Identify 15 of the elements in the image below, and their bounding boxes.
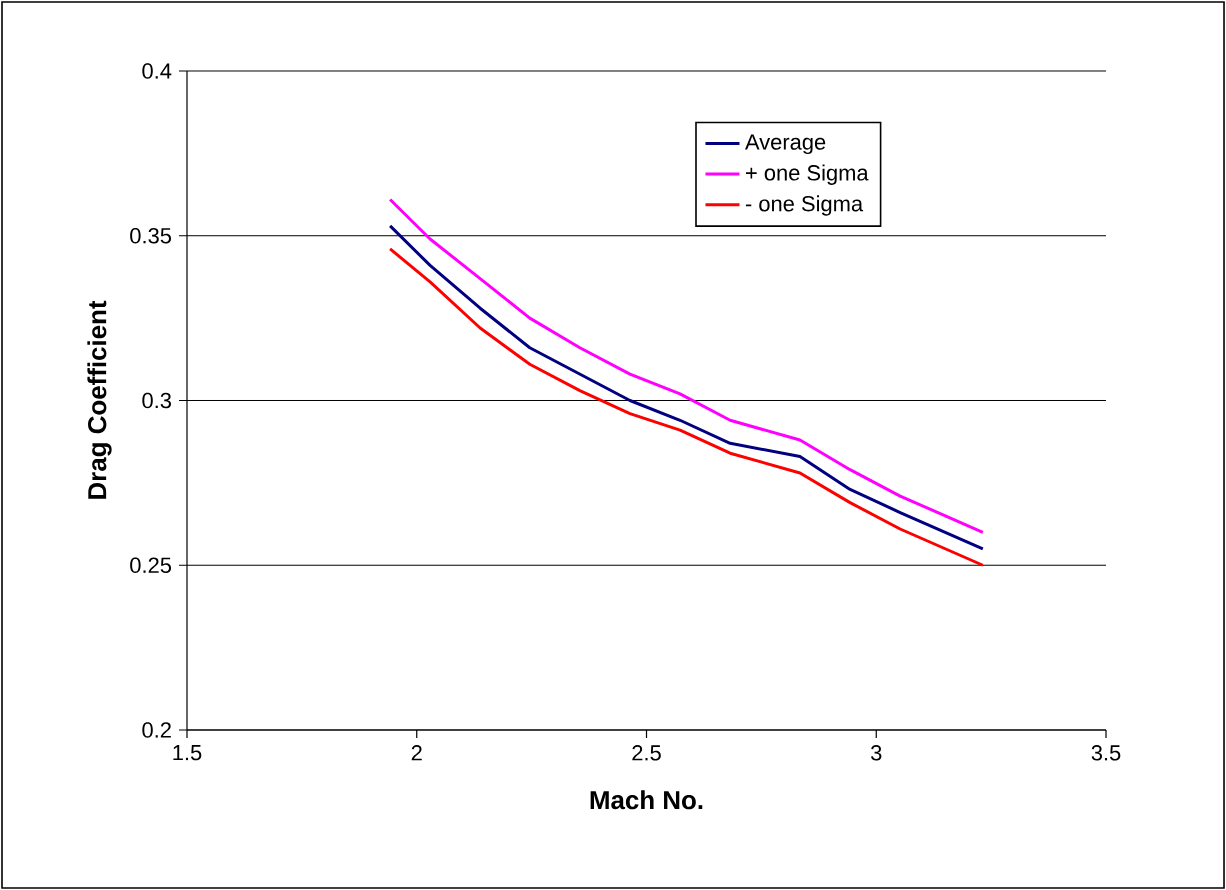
x-tick-label: 2 (411, 745, 422, 761)
y-axis-title: Drag Coefficient (87, 300, 112, 499)
y-tick-label: 0.4 (142, 63, 172, 79)
y-tick-label: 0.35 (130, 228, 172, 244)
legend-label: + one Sigma (746, 164, 869, 185)
y-tick-label: 0.2 (142, 722, 171, 738)
x-tick-label: 3.5 (1091, 745, 1121, 761)
legend-label: - one Sigma (745, 195, 864, 216)
x-tick-label: 2.5 (632, 745, 661, 761)
x-tick-label: 3 (871, 745, 882, 761)
y-tick-label: 0.25 (130, 557, 172, 574)
y-tick-label: 0.3 (142, 392, 171, 409)
x-tick-label: 1.5 (173, 745, 202, 761)
x-axis-title: Mach No. (590, 790, 703, 810)
legend-label: Average (745, 134, 826, 155)
